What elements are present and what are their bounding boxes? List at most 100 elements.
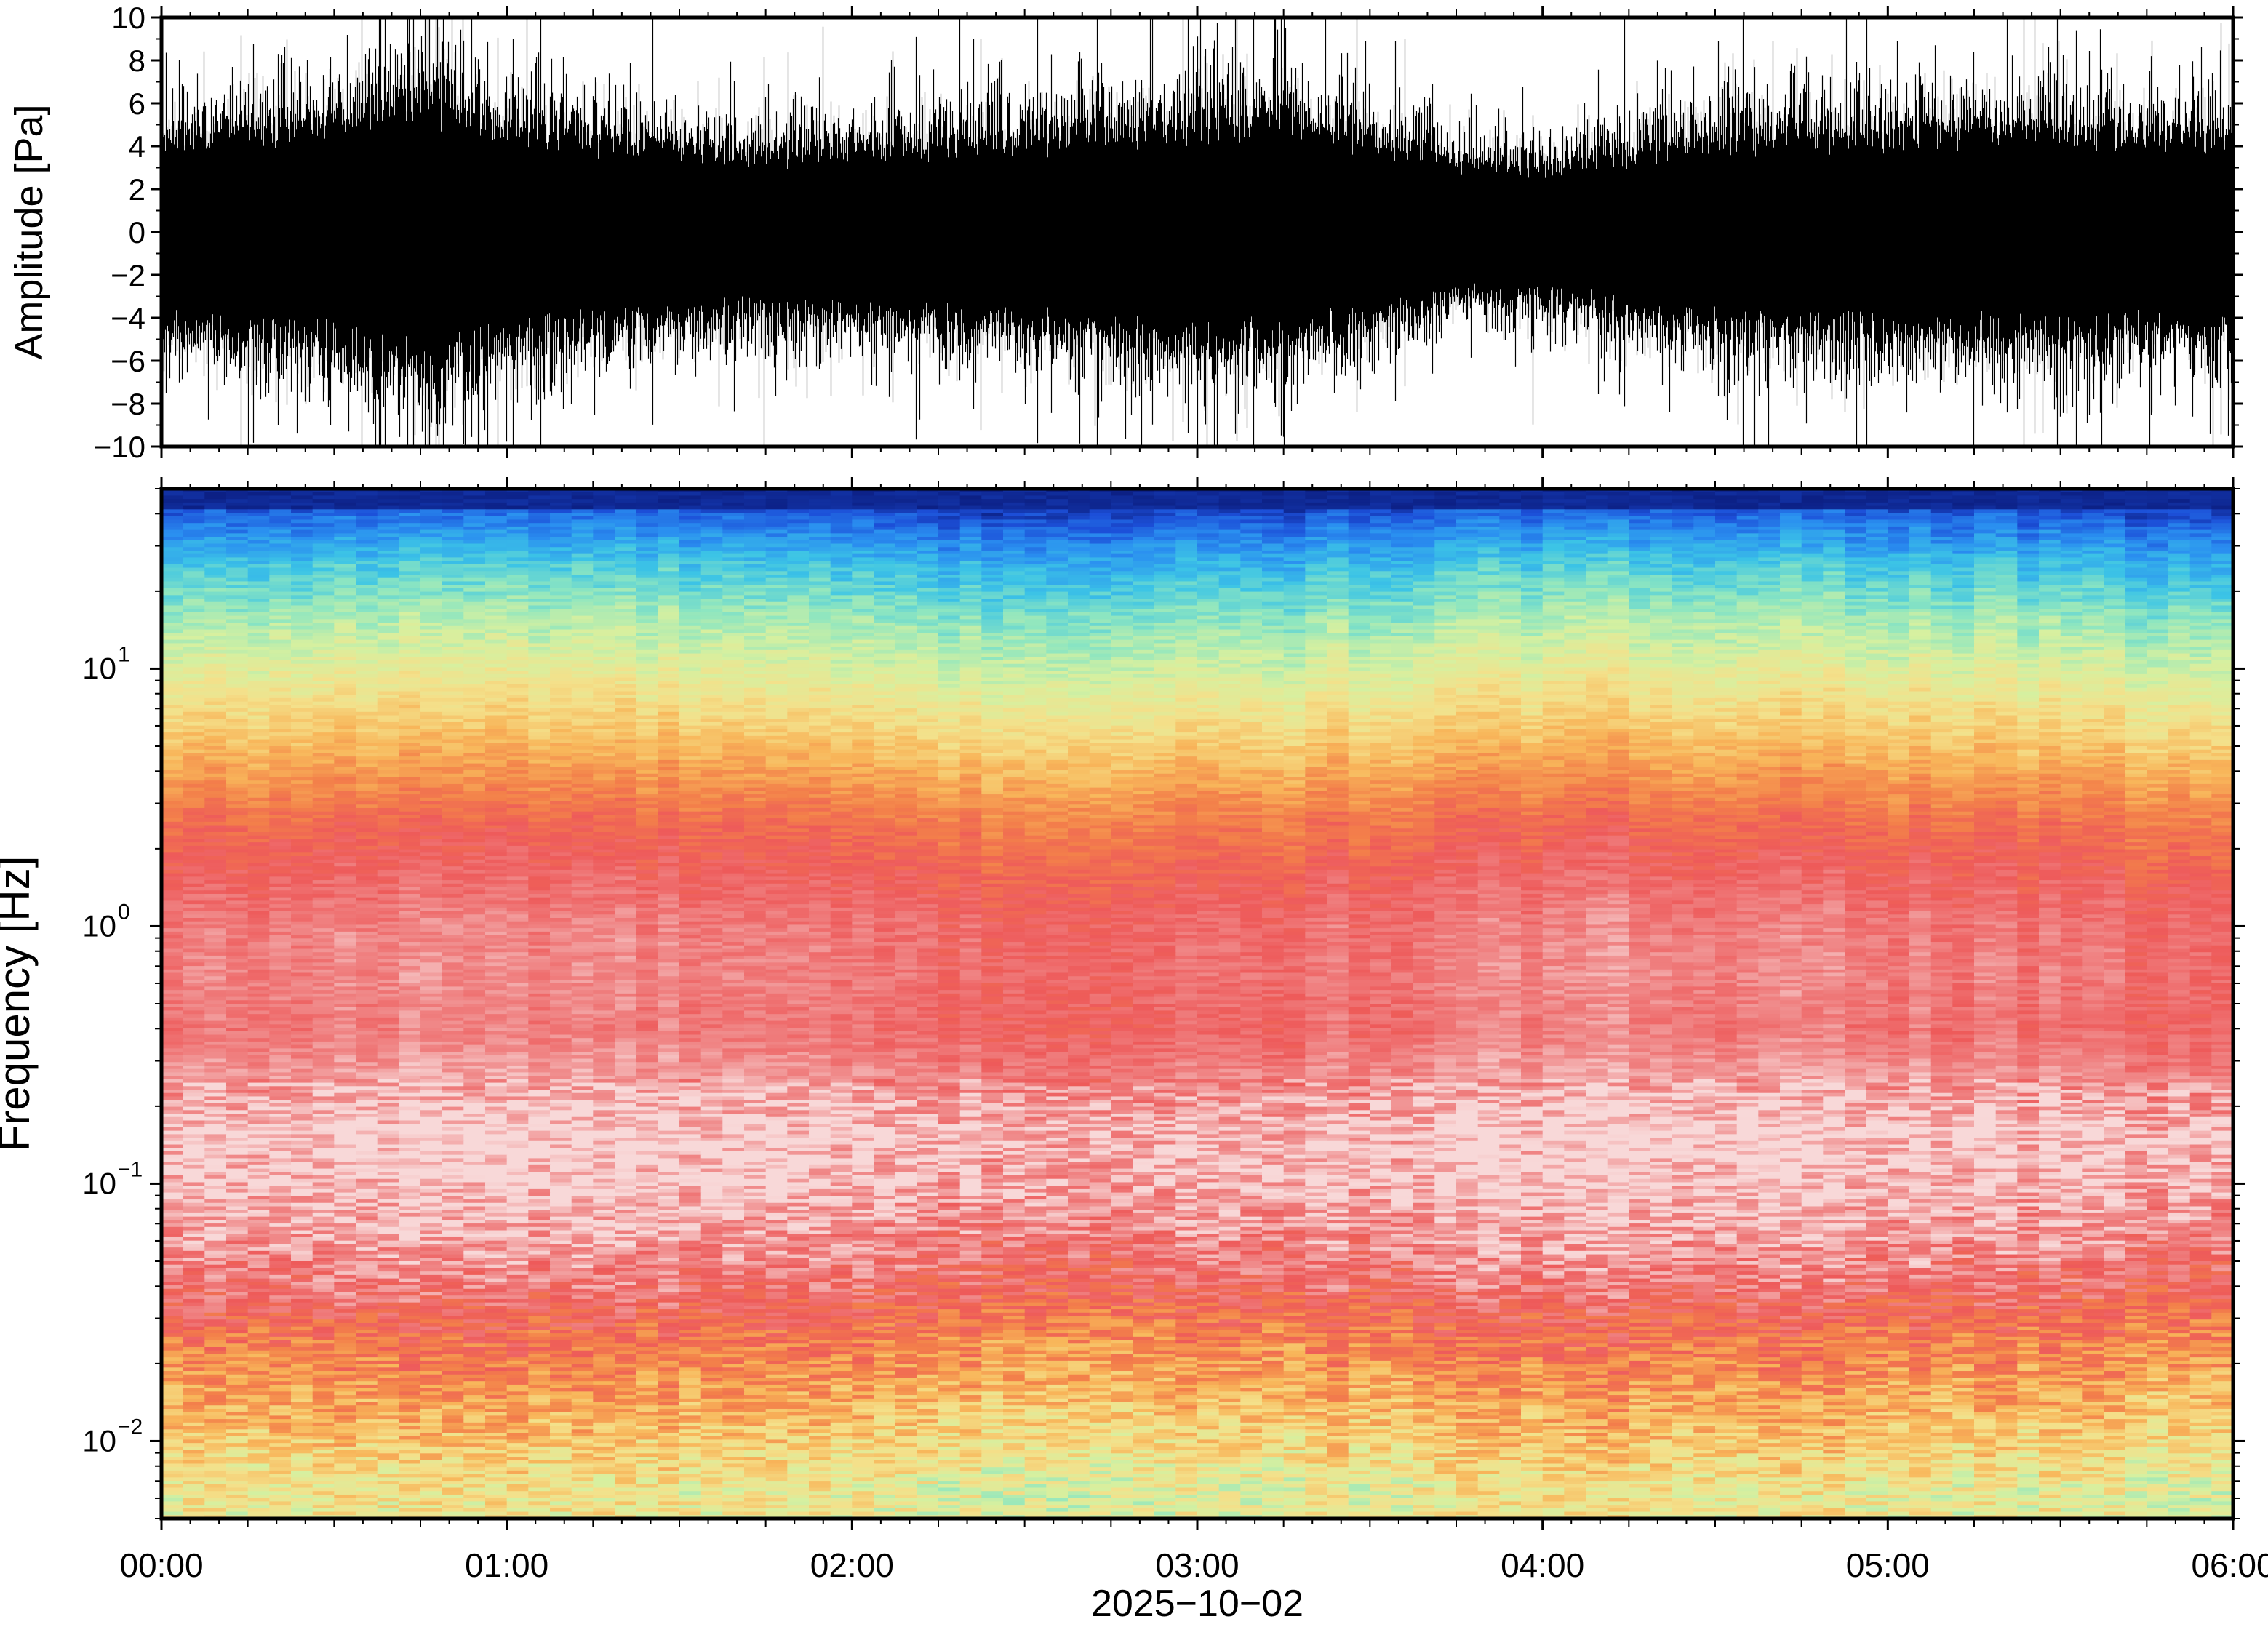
spectrogram-cell [356,595,378,599]
spectrogram-cell [2017,616,2040,620]
spectrogram-cell [1823,592,1845,596]
spectrogram-cell [1802,540,1824,545]
spectrogram-cell [636,630,659,634]
spectrogram-cell [2125,612,2148,617]
spectrogram-cell [1434,616,1457,620]
spectrogram-cell [269,564,292,569]
spectrogram-cell [269,557,292,561]
spectrogram-cell [2017,605,2040,609]
spectrogram-cell [895,657,918,661]
spectrogram-cell [1240,595,1263,599]
spectrogram-cell [378,630,400,634]
spectrogram-cell [1349,605,1371,609]
spectrogram-cell [226,568,249,572]
spectrogram-cell [766,547,788,551]
spectrogram-cell [161,585,184,589]
spectrogram-cell [1219,592,1242,596]
spectrogram-cell [766,495,788,500]
spectrogram-cell [550,513,572,517]
spectrogram-cell [766,599,788,603]
spectrogram-cell [1521,595,1544,599]
spectrogram-cell [204,647,227,651]
spectrogram-cell [1780,495,1802,500]
spectrogram-cell [2147,499,2169,503]
spectrogram-cell [183,537,206,541]
spectrogram-cell [1499,492,1522,497]
spectrogram-cell [1909,640,1932,644]
spectrogram-cell [615,623,637,627]
spectrogram-cell [334,647,356,651]
spectrogram-cell [981,609,1004,613]
spectrogram-cell [1090,581,1112,585]
spectrogram-cell [1931,647,1954,651]
spectrogram-cell [1046,654,1069,658]
spectrogram-cell [1197,557,1220,561]
spectrogram-cell [2211,554,2234,559]
spectrogram-cell [2168,516,2191,521]
spectrogram-cell [2061,544,2083,548]
spectrogram-cell [1521,519,1544,524]
spectrogram-cell [2061,533,2083,537]
spectrogram-cell [1068,509,1090,513]
spectrogram-cell [528,578,551,583]
spectrogram-cell [269,568,292,572]
spectrogram-cell [1434,623,1457,627]
spectrogram-cell [895,623,918,627]
spectrogram-cell [507,516,530,521]
spectrogram-cell [420,561,443,565]
spectrogram-cell [1931,609,1954,613]
spectrogram-cell [2125,551,2148,555]
spectrogram-cell [334,592,356,596]
spectrogram-cell [744,544,767,548]
spectrogram-cell [1434,554,1457,559]
spectrogram-cell [1866,616,1889,620]
spectrogram-cell [1650,568,1673,572]
spectrogram-cell [593,578,615,583]
spectrogram-cell [722,619,745,623]
spectrogram-cell [615,564,637,569]
spectrogram-cell [960,561,983,565]
spectrogram-cell [2168,588,2191,593]
spectrogram-cell [485,561,508,565]
spectrogram-cell [485,519,508,524]
spectrogram-cell [2190,581,2213,585]
spectrogram-cell [679,516,702,521]
spectrogram-cell [809,575,831,579]
spectrogram-cell [1219,557,1242,561]
spectrogram-cell [183,544,206,548]
spectrogram-cell [1802,612,1824,617]
spectrogram-cell [744,612,767,617]
spectrogram-cell [1111,585,1133,589]
spectrogram-cell [183,578,206,583]
spectrogram-cell [420,585,443,589]
spectrogram-cell [1543,537,1565,541]
spectrogram-cell [1564,609,1586,613]
spectrogram-cell [572,619,594,623]
spectrogram-cell [1478,654,1501,658]
spectrogram-cell [1413,633,1436,637]
spectrogram-cell [1952,633,1975,637]
spectrogram-cell [2039,619,2061,623]
spectrogram-cell [1888,523,1910,527]
spectrogram-cell [1672,575,1695,579]
spectrogram-cell [1046,605,1069,609]
spectrogram-cell [1305,657,1327,661]
spectrogram-cell [1543,571,1565,575]
spectrogram-cell [1219,640,1242,644]
spectrogram-cell [658,513,680,517]
spectrogram-cell [895,499,918,503]
spectrogram-cell [1413,557,1436,561]
spectrogram-cell [528,547,551,551]
spectrogram-cell [1608,609,1630,613]
spectrogram-cell [1025,575,1047,579]
spectrogram-cell [356,626,378,631]
spectrogram-cell [744,592,767,596]
spectrogram-cell [1715,495,1738,500]
spectrogram-cell [378,495,400,500]
spectrogram-cell [1240,519,1263,524]
spectrogram-cell [356,592,378,596]
spectrogram-cell [2104,506,2126,511]
spectrogram-cell [1564,523,1586,527]
spectrogram-cell [1327,623,1349,627]
spectrogram-cell [1456,544,1479,548]
